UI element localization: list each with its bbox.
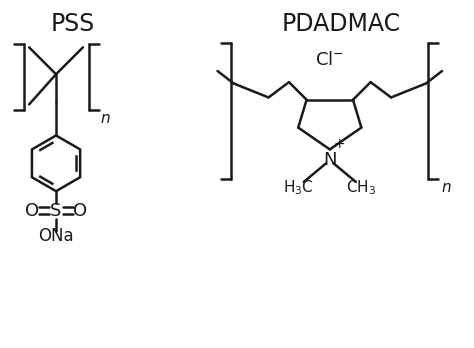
Text: +: +	[333, 137, 345, 151]
Text: S: S	[50, 201, 62, 220]
Text: PDADMAC: PDADMAC	[282, 11, 401, 35]
Text: H$_3$C: H$_3$C	[283, 178, 314, 197]
Text: O: O	[25, 201, 39, 220]
Text: n: n	[441, 180, 451, 195]
Text: n: n	[100, 111, 110, 126]
Text: CH$_3$: CH$_3$	[346, 178, 376, 197]
Text: N: N	[323, 151, 337, 169]
Text: O: O	[73, 201, 87, 220]
Text: Cl$^{-}$: Cl$^{-}$	[315, 51, 344, 69]
Text: ONa: ONa	[38, 227, 74, 245]
Text: PSS: PSS	[50, 11, 94, 35]
